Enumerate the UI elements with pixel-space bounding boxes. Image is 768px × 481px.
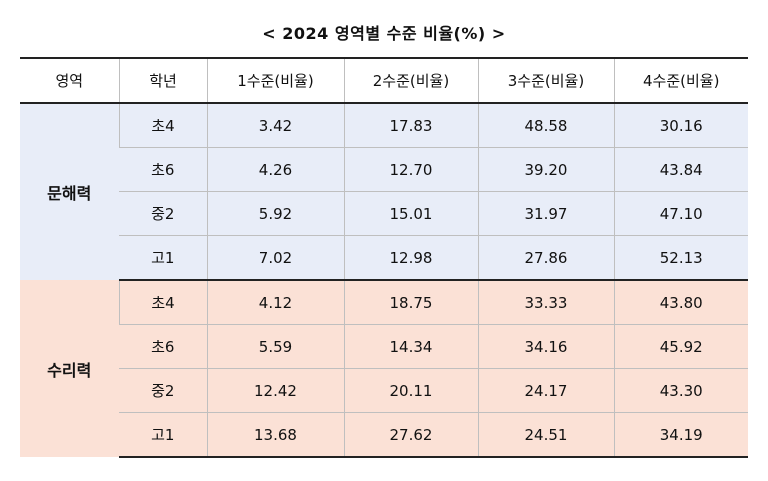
level-4-cell: 43.84 bbox=[613, 147, 748, 192]
grade-cell: 중2 bbox=[119, 191, 207, 236]
header-row: 영역 학년 1수준(비율) 2수준(비율) 3수준(비율) 4수준(비율) bbox=[20, 57, 748, 104]
grade-cell: 초6 bbox=[119, 147, 207, 192]
table-row: 고1 7.02 12.98 27.86 52.13 bbox=[20, 235, 748, 281]
area-label-literacy: 문해력 bbox=[20, 103, 119, 280]
level-3-cell: 27.86 bbox=[477, 235, 614, 281]
literacy-section: 문해력 초4 3.42 17.83 48.58 30.16 초6 4.26 12… bbox=[20, 103, 748, 281]
level-2-cell: 18.75 bbox=[343, 280, 478, 325]
header-level-2: 2수준(비율) bbox=[343, 57, 478, 104]
level-2-cell: 12.70 bbox=[343, 147, 478, 192]
header-level-1: 1수준(비율) bbox=[206, 57, 344, 104]
level-1-cell: 4.12 bbox=[206, 280, 344, 325]
level-3-cell: 24.17 bbox=[477, 368, 614, 413]
table-row: 초6 5.59 14.34 34.16 45.92 bbox=[20, 324, 748, 369]
level-4-cell: 45.92 bbox=[613, 324, 748, 369]
table-title: < 2024 영역별 수준 비율(%) > bbox=[262, 24, 506, 43]
level-3-cell: 48.58 bbox=[477, 103, 614, 148]
level-1-cell: 12.42 bbox=[206, 368, 344, 413]
level-2-cell: 15.01 bbox=[343, 191, 478, 236]
level-4-cell: 34.19 bbox=[613, 412, 748, 458]
grade-cell: 초4 bbox=[118, 103, 207, 148]
level-1-cell: 5.92 bbox=[206, 191, 344, 236]
level-4-cell: 47.10 bbox=[613, 191, 748, 236]
table-row: 중2 12.42 20.11 24.17 43.30 bbox=[20, 368, 748, 413]
level-2-cell: 20.11 bbox=[343, 368, 478, 413]
grade-cell: 중2 bbox=[119, 368, 207, 413]
level-2-cell: 12.98 bbox=[343, 235, 478, 281]
level-ratio-table: 영역 학년 1수준(비율) 2수준(비율) 3수준(비율) 4수준(비율) 문해… bbox=[20, 57, 748, 458]
level-1-cell: 5.59 bbox=[206, 324, 344, 369]
level-4-cell: 30.16 bbox=[613, 103, 748, 148]
table-row: 문해력 초4 3.42 17.83 48.58 30.16 bbox=[20, 103, 748, 280]
table-header: 영역 학년 1수준(비율) 2수준(비율) 3수준(비율) 4수준(비율) bbox=[20, 57, 748, 104]
grade-cell: 초6 bbox=[119, 324, 207, 369]
header-area: 영역 bbox=[20, 57, 119, 104]
table-row: 초6 4.26 12.70 39.20 43.84 bbox=[20, 147, 748, 192]
level-4-cell: 52.13 bbox=[613, 235, 748, 281]
header-level-3: 3수준(비율) bbox=[477, 57, 614, 104]
numeracy-section: 수리력 초4 4.12 18.75 33.33 43.80 초6 5.59 14… bbox=[20, 280, 748, 458]
level-3-cell: 24.51 bbox=[477, 412, 614, 458]
level-4-cell: 43.30 bbox=[613, 368, 748, 413]
table-row: 중2 5.92 15.01 31.97 47.10 bbox=[20, 191, 748, 236]
level-2-cell: 27.62 bbox=[343, 412, 478, 458]
table-row: 고1 13.68 27.62 24.51 34.19 bbox=[20, 412, 748, 458]
level-3-cell: 39.20 bbox=[477, 147, 614, 192]
header-level-4: 4수준(비율) bbox=[613, 57, 748, 104]
level-3-cell: 31.97 bbox=[477, 191, 614, 236]
level-1-cell: 13.68 bbox=[206, 412, 344, 458]
level-3-cell: 34.16 bbox=[477, 324, 614, 369]
level-3-cell: 33.33 bbox=[477, 280, 614, 325]
table-row: 수리력 초4 4.12 18.75 33.33 43.80 bbox=[20, 280, 748, 457]
level-1-cell: 3.42 bbox=[206, 103, 344, 148]
grade-cell: 초4 bbox=[118, 280, 207, 325]
level-4-cell: 43.80 bbox=[613, 280, 748, 325]
level-1-cell: 4.26 bbox=[206, 147, 344, 192]
header-grade: 학년 bbox=[118, 57, 207, 104]
level-1-cell: 7.02 bbox=[206, 235, 344, 281]
area-label-numeracy: 수리력 bbox=[20, 280, 119, 457]
grade-cell: 고1 bbox=[119, 235, 207, 281]
grade-cell: 고1 bbox=[119, 412, 207, 458]
level-2-cell: 17.83 bbox=[343, 103, 478, 148]
level-2-cell: 14.34 bbox=[343, 324, 478, 369]
